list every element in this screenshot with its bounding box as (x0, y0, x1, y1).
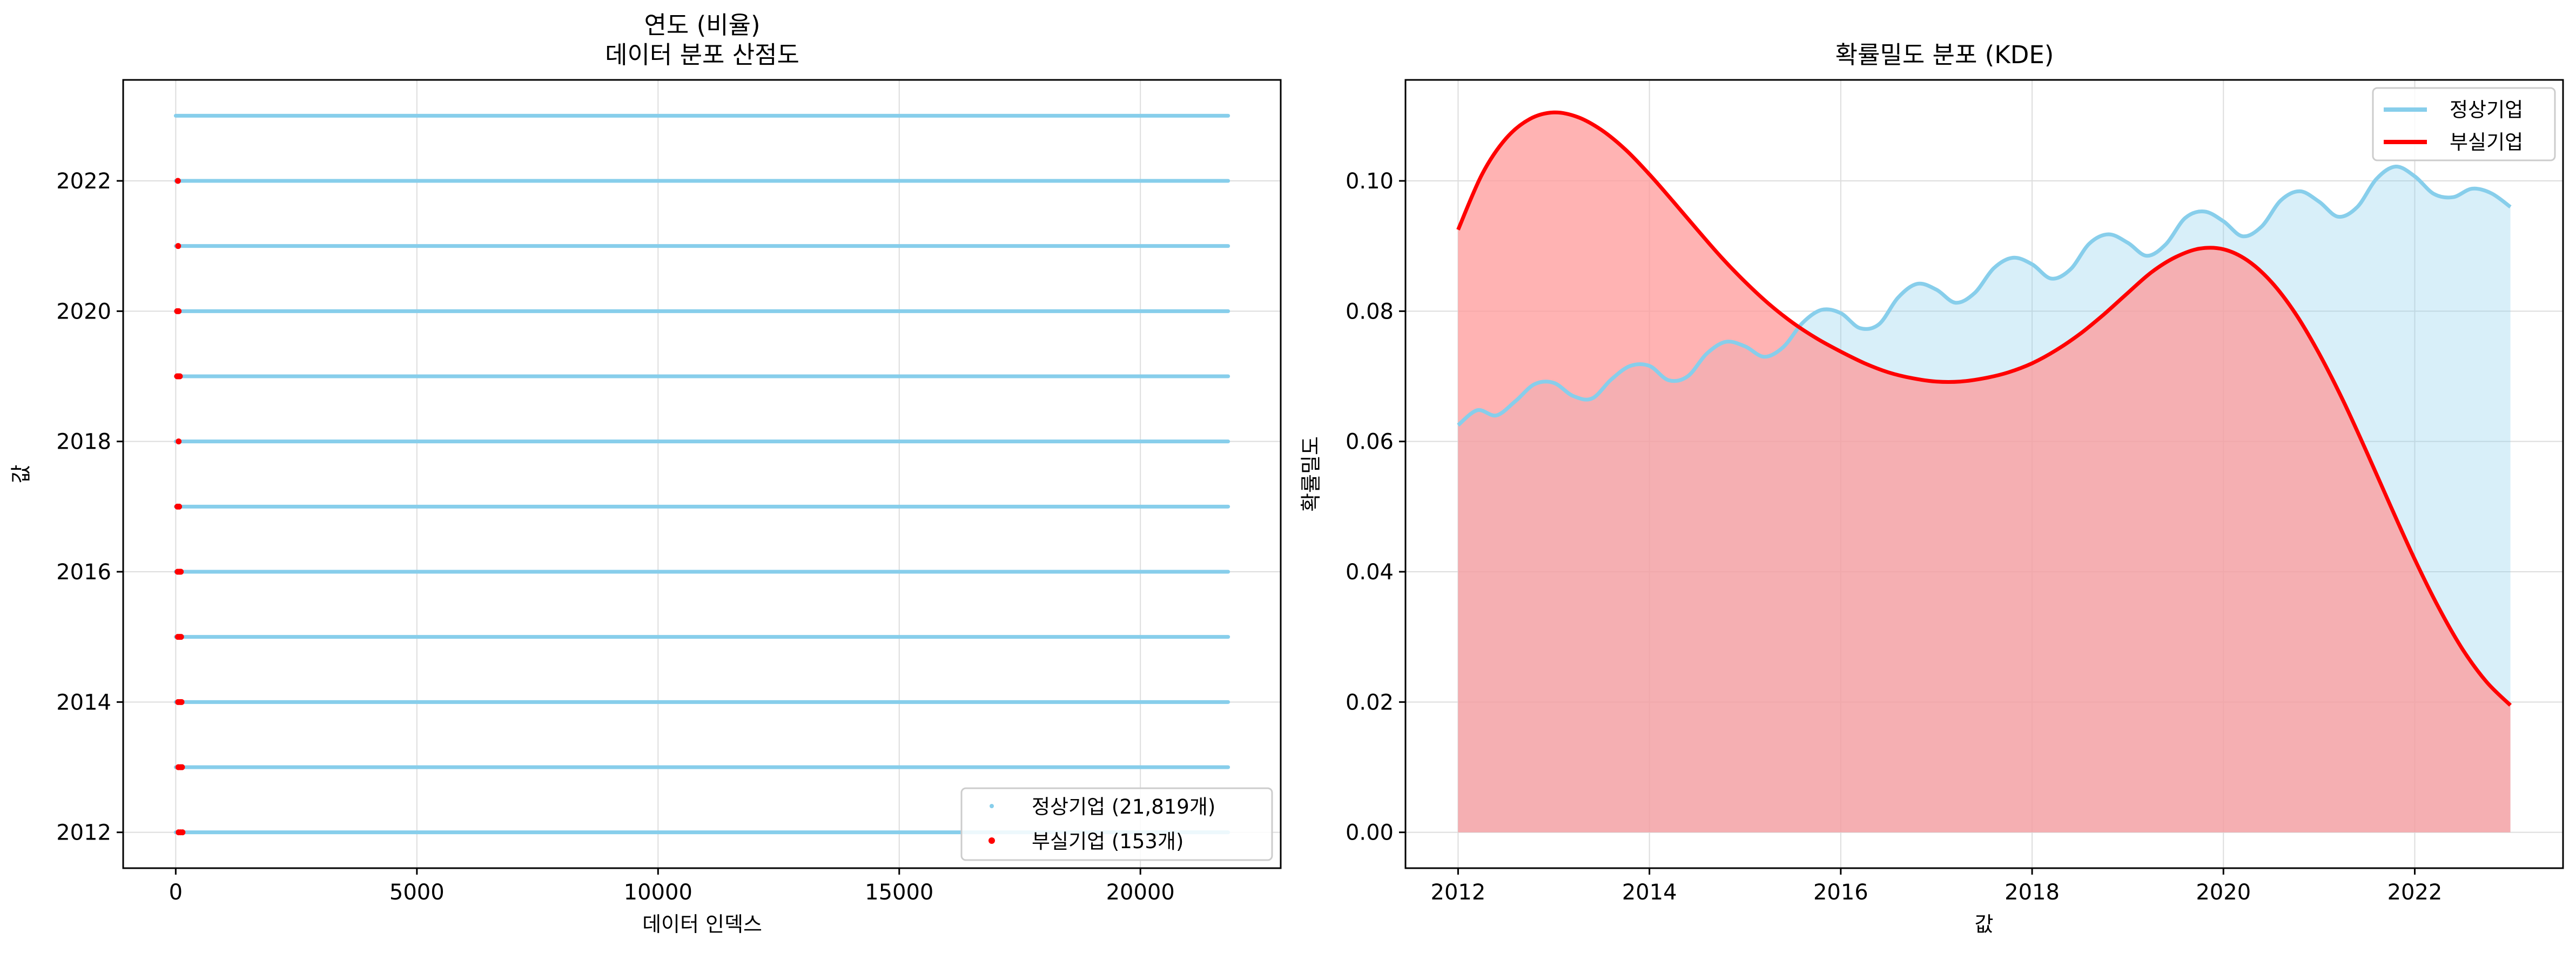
legend-failed-label: 부실기업 (2450, 131, 2523, 154)
scatter-y-ticks: 2012 2014 2016 2018 2020 2022 (56, 169, 123, 845)
failed-point (179, 829, 186, 836)
failed-point (176, 503, 183, 510)
x-tick-label: 2020 (2196, 880, 2251, 905)
failed-point (176, 308, 182, 314)
x-tick-label: 20000 (1106, 880, 1175, 905)
x-tick-label: 15000 (865, 880, 933, 905)
x-tick-label: 0 (169, 880, 183, 905)
failed-density-area (1458, 112, 2511, 833)
failed-point (178, 699, 185, 705)
failed-point (177, 373, 183, 380)
y-tick-label: 2018 (56, 430, 111, 455)
scatter-legend: 정상기업 (21,819개) 부실기업 (153개) (960, 787, 1273, 861)
failed-point (175, 243, 181, 249)
x-tick-label: 10000 (624, 880, 692, 905)
y-tick-label: 2022 (56, 169, 111, 194)
x-tick-label: 2018 (2005, 880, 2060, 905)
y-tick-label: 2014 (56, 690, 111, 715)
kde-x-ticks: 2012 2014 2016 2018 2020 2022 (1431, 868, 2443, 905)
scatter-legend-box (960, 787, 1273, 861)
x-tick-label: 2016 (1813, 880, 1868, 905)
scatter-panel: 연도 (비율) 데이터 분포 산점도 0 5000 10000 15000 20000 … (9, 11, 1282, 936)
kde-plot-frame (1404, 79, 2564, 869)
y-tick-label: 0.10 (1346, 169, 1394, 194)
failed-point (178, 569, 184, 575)
y-tick-label: 0.02 (1346, 690, 1394, 715)
x-tick-label: 5000 (389, 880, 445, 905)
y-tick-label: 0.00 (1346, 821, 1394, 845)
y-tick-label: 0.06 (1346, 430, 1394, 455)
legend-normal-label: 정상기업 (2450, 98, 2523, 121)
y-tick-label: 2016 (56, 560, 111, 585)
y-tick-label: 0.04 (1346, 560, 1394, 585)
x-tick-label: 2012 (1431, 880, 1486, 905)
x-tick-label: 2022 (2387, 880, 2443, 905)
failed-density-line (1456, 110, 2512, 707)
scatter-title-line1: 연도 (비율) (644, 11, 760, 39)
kde-x-axis-label: 값 (1975, 912, 1994, 936)
kde-y-axis-label: 확률밀도 (1299, 436, 1323, 512)
failed-point (179, 764, 185, 770)
scatter-title-line2: 데이터 분포 산점도 (605, 40, 799, 69)
y-tick-label: 0.08 (1346, 299, 1394, 324)
scatter-x-ticks: 0 5000 10000 15000 20000 (169, 868, 1175, 905)
failed-point (176, 438, 182, 445)
x-tick-label: 2014 (1622, 880, 1677, 905)
legend-failed-marker (988, 837, 995, 844)
legend-normal-label: 정상기업 (21,819개) (1032, 795, 1215, 818)
kde-y-ticks: 0.00 0.02 0.04 0.06 0.08 0.10 (1346, 169, 1405, 845)
kde-panel: 확률밀도 분포 (KDE) 2012 2014 2016 2018 2020 2022 0… (1299, 40, 2564, 936)
normal-density-line (1457, 165, 2512, 427)
failed-point (178, 634, 184, 640)
kde-marks (1456, 110, 2512, 833)
legend-normal-marker (990, 804, 994, 808)
kde-title: 확률밀도 분포 (KDE) (1835, 40, 2054, 69)
failed-point (174, 178, 181, 184)
scatter-x-axis-label: 데이터 인덱스 (642, 912, 762, 936)
y-tick-label: 2012 (56, 821, 111, 845)
legend-failed-label: 부실기업 (153개) (1032, 830, 1183, 853)
scatter-marks (173, 113, 1230, 836)
scatter-plot-frame (122, 79, 1282, 869)
scatter-y-axis-label: 값 (9, 465, 33, 484)
scatter-gridlines (123, 80, 1281, 868)
y-tick-label: 2020 (56, 299, 111, 324)
kde-legend: 정상기업 부실기업 (2372, 87, 2556, 161)
